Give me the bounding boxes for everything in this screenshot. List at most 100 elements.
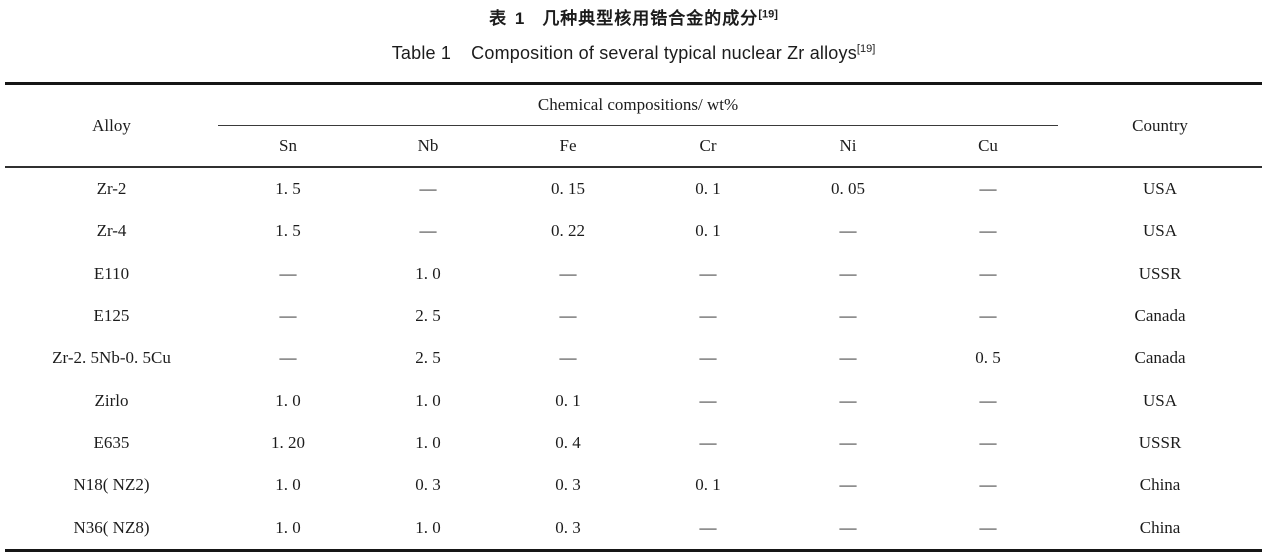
value-cell-ni: —: [839, 221, 857, 241]
value-cell-cr: —: [699, 306, 717, 326]
value-cell-cu: —: [979, 517, 997, 537]
value-cell-cr: 0. 1: [695, 475, 721, 495]
country-cell: USA: [1143, 390, 1178, 410]
value-cell-ni: —: [839, 475, 857, 495]
table-row-zirlo: Zirlo 1. 0 1. 0 0. 1 — — — USA: [5, 379, 1262, 421]
column-header-ni: Ni: [778, 125, 918, 168]
alloy-composition-table: Alloy Chemical compositions/ wt% Country…: [5, 82, 1263, 552]
caption-chinese-text: 几种典型核用锆合金的成分: [542, 9, 759, 28]
value-cell-fe: —: [559, 263, 577, 283]
value-cell-fe: 0. 22: [551, 221, 585, 241]
alloy-cell: E635: [93, 432, 130, 452]
value-cell-cu: —: [979, 179, 997, 199]
value-cell-sn: —: [279, 348, 297, 368]
value-cell-cr: —: [699, 263, 717, 283]
value-cell-cu: —: [979, 221, 997, 241]
value-cell-ni: 0. 05: [831, 179, 865, 199]
column-group-header-compositions: Chemical compositions/ wt%: [218, 83, 1059, 126]
country-cell: USSR: [1138, 432, 1182, 452]
value-cell-ni: —: [839, 348, 857, 368]
table-row-zr4: Zr-4 1. 5 — 0. 22 0. 1 — — USA: [5, 210, 1262, 252]
alloy-cell: E125: [93, 306, 130, 326]
table-row-e110: E110 — 1. 0 — — — — USSR: [5, 253, 1262, 295]
value-cell-fe: —: [559, 306, 577, 326]
value-cell-fe: 0. 4: [555, 432, 581, 452]
caption-chinese-label: 表 1: [489, 9, 527, 28]
value-cell-nb: 2. 5: [415, 306, 441, 326]
value-cell-fe: 0. 1: [555, 390, 581, 410]
value-cell-sn: —: [279, 263, 297, 283]
value-cell-nb: 1. 0: [415, 432, 441, 452]
caption-english: Table 1 Composition of several typical nu…: [0, 43, 1267, 64]
country-cell: USA: [1143, 179, 1178, 199]
table-row-e635: E635 1. 20 1. 0 0. 4 — — — USSR: [5, 422, 1262, 464]
alloy-cell: Zr-2. 5Nb-0. 5Cu: [52, 348, 171, 368]
value-cell-cr: 0. 1: [695, 179, 721, 199]
value-cell-sn: 1. 5: [275, 179, 301, 199]
caption-english-reference: [19]: [856, 43, 876, 55]
country-cell: Canada: [1134, 348, 1186, 368]
value-cell-nb: 2. 5: [415, 348, 441, 368]
value-cell-cr: —: [699, 390, 717, 410]
value-cell-fe: 0. 3: [555, 475, 581, 495]
value-cell-ni: —: [839, 517, 857, 537]
value-cell-nb: —: [419, 221, 437, 241]
column-header-cr: Cr: [638, 125, 778, 168]
column-header-nb: Nb: [358, 125, 498, 168]
value-cell-ni: —: [839, 390, 857, 410]
value-cell-cu: —: [979, 263, 997, 283]
table-header-row-top: Alloy Chemical compositions/ wt% Country: [5, 83, 1263, 168]
value-cell-cu: —: [979, 390, 997, 410]
value-cell-cu: 0. 5: [975, 348, 1001, 368]
value-cell-fe: 0. 3: [555, 517, 581, 537]
country-cell: USSR: [1138, 263, 1182, 283]
table-row-n18: N18( NZ2) 1. 0 0. 3 0. 3 0. 1 — — China: [5, 464, 1262, 506]
column-header-sn: Sn: [218, 125, 358, 168]
alloy-cell: N18( NZ2): [73, 475, 150, 495]
value-cell-ni: —: [839, 432, 857, 452]
column-header-cu: Cu: [918, 125, 1059, 168]
alloy-cell: N36( NZ8): [73, 517, 150, 537]
value-cell-sn: 1. 0: [275, 390, 301, 410]
country-cell: USA: [1143, 221, 1178, 241]
table-row-e125: E125 — 2. 5 — — — — Canada: [5, 295, 1262, 337]
value-cell-cr: —: [699, 348, 717, 368]
value-cell-cr: —: [699, 432, 717, 452]
table-row-zr25nb05cu: Zr-2. 5Nb-0. 5Cu — 2. 5 — — — 0. 5 Canad…: [5, 337, 1262, 379]
caption-english-text: Composition of several typical nuclear Z…: [471, 43, 857, 63]
caption-chinese-reference: [19]: [758, 8, 778, 21]
value-cell-nb: 1. 0: [415, 263, 441, 283]
country-cell: China: [1139, 517, 1181, 537]
value-cell-cr: —: [699, 517, 717, 537]
value-cell-sn: 1. 0: [275, 517, 301, 537]
table-row-zr2: Zr-2 1. 5 — 0. 15 0. 1 0. 05 — USA: [5, 167, 1262, 210]
value-cell-cu: —: [979, 432, 997, 452]
table-row-n36: N36( NZ8) 1. 0 1. 0 0. 3 — — — China: [5, 506, 1262, 550]
table-caption: 表 1 几种典型核用锆合金的成分[19] Table 1 Composition o…: [0, 0, 1267, 82]
value-cell-sn: —: [279, 306, 297, 326]
value-cell-nb: 0. 3: [415, 475, 441, 495]
value-cell-sn: 1. 20: [271, 432, 305, 452]
value-cell-cu: —: [979, 306, 997, 326]
value-cell-fe: 0. 15: [551, 179, 585, 199]
value-cell-fe: —: [559, 348, 577, 368]
value-cell-sn: 1. 5: [275, 221, 301, 241]
value-cell-cu: —: [979, 475, 997, 495]
country-cell: China: [1139, 475, 1181, 495]
value-cell-ni: —: [839, 263, 857, 283]
value-cell-sn: 1. 0: [275, 475, 301, 495]
caption-chinese: 表 1 几种典型核用锆合金的成分[19]: [0, 9, 1267, 29]
value-cell-nb: —: [419, 179, 437, 199]
country-cell: Canada: [1134, 306, 1186, 326]
value-cell-nb: 1. 0: [415, 517, 441, 537]
table-header-row-elements: Sn Nb Fe Cr Ni Cu: [5, 125, 1262, 168]
column-header-fe: Fe: [498, 125, 638, 168]
caption-english-label: Table 1: [391, 43, 452, 63]
alloy-cell: Zirlo: [94, 390, 129, 410]
value-cell-cr: 0. 1: [695, 221, 721, 241]
value-cell-ni: —: [839, 306, 857, 326]
column-header-country: Country: [1058, 83, 1263, 168]
alloy-cell: E110: [93, 263, 130, 283]
alloy-cell: Zr-2: [96, 179, 127, 199]
